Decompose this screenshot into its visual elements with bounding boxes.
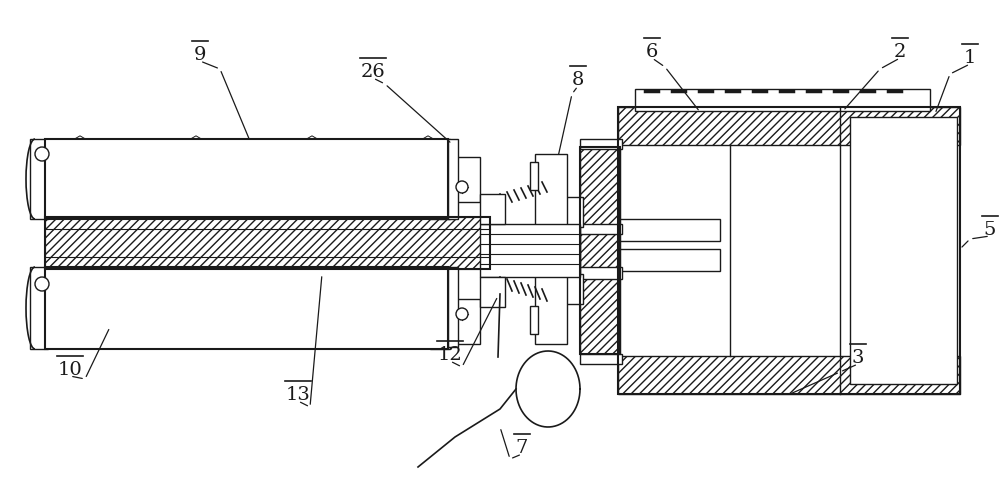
Bar: [45, 140, 448, 220]
Bar: [580, 354, 622, 364]
Circle shape: [456, 182, 468, 194]
Text: 13: 13: [286, 385, 310, 403]
Bar: [450, 158, 480, 203]
Bar: [530, 306, 538, 334]
Bar: [45, 217, 490, 270]
Bar: [580, 140, 622, 150]
Text: 9: 9: [194, 46, 206, 64]
Text: 3: 3: [852, 348, 864, 366]
Circle shape: [35, 148, 49, 162]
Bar: [580, 268, 622, 279]
Bar: [620, 249, 720, 272]
Bar: [448, 140, 458, 220]
Bar: [430, 140, 450, 220]
Text: 6: 6: [646, 43, 658, 61]
Bar: [448, 268, 458, 348]
Bar: [450, 300, 480, 344]
Bar: [580, 148, 620, 354]
Bar: [45, 268, 448, 349]
Bar: [635, 90, 930, 112]
Bar: [580, 225, 622, 235]
Text: 5: 5: [984, 221, 996, 239]
Text: 7: 7: [516, 438, 528, 456]
Text: 26: 26: [361, 63, 385, 81]
Text: 12: 12: [438, 345, 462, 363]
Bar: [480, 225, 580, 277]
Text: 2: 2: [894, 43, 906, 61]
Bar: [535, 155, 567, 344]
Bar: [618, 356, 960, 394]
Bar: [618, 108, 960, 146]
Bar: [580, 148, 620, 354]
Bar: [450, 302, 478, 343]
Bar: [565, 197, 583, 227]
Bar: [30, 268, 48, 349]
Text: 10: 10: [58, 360, 82, 378]
Bar: [30, 140, 48, 220]
Bar: [480, 277, 505, 307]
Bar: [530, 163, 538, 191]
Circle shape: [456, 308, 468, 320]
Bar: [480, 195, 505, 225]
Circle shape: [35, 277, 49, 291]
Text: 1: 1: [964, 49, 976, 67]
Bar: [850, 118, 957, 384]
Bar: [620, 220, 720, 242]
Text: 8: 8: [572, 71, 584, 89]
Bar: [430, 268, 450, 349]
Bar: [450, 160, 478, 201]
Bar: [45, 217, 490, 270]
Bar: [565, 274, 583, 304]
Bar: [618, 108, 960, 394]
